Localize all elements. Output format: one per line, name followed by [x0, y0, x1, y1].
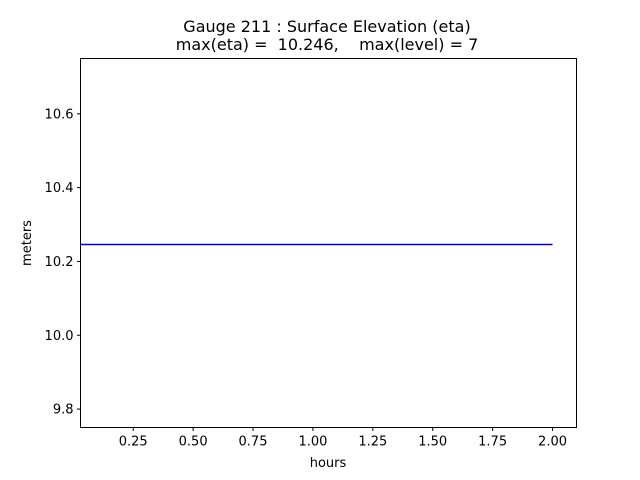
y-tick-label: 10.2 — [45, 255, 74, 270]
plot-area: 0.25 0.50 0.75 1.00 1.25 1.50 1.75 2.00 9.8 10.0 1… — [45, 107, 567, 449]
x-tick-label: 1.50 — [418, 435, 447, 450]
x-tick-label: 0.25 — [119, 435, 148, 450]
x-tick-label: 2.00 — [538, 435, 567, 450]
chart-title-line2: max(eta) = 10.246, max(level) = 7 — [176, 35, 479, 54]
x-tick-label: 1.00 — [298, 435, 327, 450]
x-tick-label: 1.25 — [358, 435, 387, 450]
x-tick-label: 0.50 — [179, 435, 208, 450]
x-tick-label: 1.75 — [478, 435, 507, 450]
x-tick-label: 0.75 — [239, 435, 268, 450]
y-tick-label: 10.0 — [45, 329, 74, 344]
chart-title-line1: Gauge 211 : Surface Elevation (eta) — [183, 17, 470, 36]
y-tick-label: 10.6 — [45, 107, 74, 122]
x-axis-label: hours — [310, 456, 347, 471]
y-tick-label: 10.4 — [45, 181, 74, 196]
y-axis-label: meters — [20, 220, 35, 266]
plot-frame — [80, 58, 577, 428]
y-tick-label: 9.8 — [53, 403, 74, 418]
